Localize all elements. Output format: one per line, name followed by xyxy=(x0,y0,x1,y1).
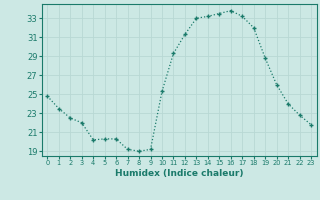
X-axis label: Humidex (Indice chaleur): Humidex (Indice chaleur) xyxy=(115,169,244,178)
